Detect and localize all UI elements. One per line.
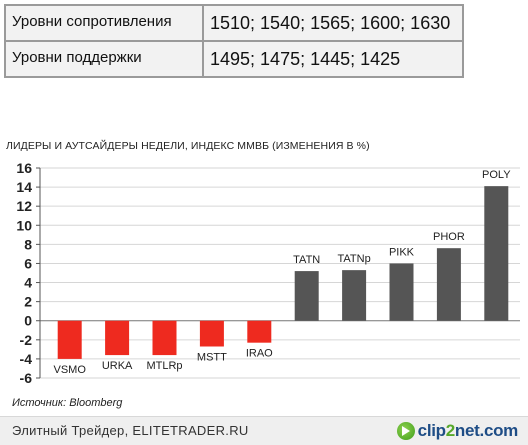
support-value: 1495; 1475; 1445; 1425 — [202, 40, 464, 78]
logo-part-a: clip — [417, 421, 446, 440]
levels-table: Уровни сопротивления 1510; 1540; 1565; 1… — [4, 4, 464, 78]
footer-bar: Элитный Трейдер, ELITETRADER.RU clip2net… — [0, 416, 528, 445]
bar — [247, 320, 272, 343]
support-row: Уровни поддержки 1495; 1475; 1445; 1425 — [4, 40, 464, 78]
y-tick-label: -2 — [20, 332, 33, 348]
y-tick-label: -6 — [20, 370, 33, 386]
clip2net-logo[interactable]: clip2net.com — [396, 420, 519, 442]
y-tick-label: 8 — [24, 236, 32, 252]
bar — [436, 248, 461, 321]
category-label: VSMO — [53, 364, 86, 376]
bar — [152, 320, 177, 356]
y-tick-label: 4 — [24, 275, 32, 291]
bar — [199, 320, 224, 347]
bar — [389, 263, 414, 321]
bar — [57, 320, 82, 359]
logo-part-b: 2 — [445, 421, 455, 440]
resistance-label: Уровни сопротивления — [4, 4, 204, 42]
bar — [105, 320, 130, 356]
bar — [294, 271, 319, 321]
category-label: TATN — [293, 254, 320, 266]
category-label: PHOR — [433, 231, 465, 243]
resistance-value: 1510; 1540; 1565; 1600; 1630 — [202, 4, 464, 42]
support-label: Уровни поддержки — [4, 40, 204, 78]
resistance-row: Уровни сопротивления 1510; 1540; 1565; 1… — [4, 4, 464, 42]
footer-text: Элитный Трейдер, ELITETRADER.RU — [12, 423, 249, 438]
chart-title: ЛИДЕРЫ И АУТСАЙДЕРЫ НЕДЕЛИ, ИНДЕКС ММВБ … — [6, 140, 370, 152]
bar — [484, 186, 509, 321]
category-label: TATNp — [337, 253, 370, 265]
bar — [342, 270, 367, 321]
logo-part-c: net.com — [454, 421, 518, 440]
logo-text: clip2net.com — [417, 421, 519, 441]
play-circle-icon — [396, 422, 415, 440]
y-tick-label: 10 — [16, 217, 32, 233]
category-label: POLY — [482, 169, 511, 181]
category-label: URKA — [102, 360, 133, 372]
source-note: Источник: Bloomberg — [12, 397, 123, 409]
y-tick-label: 16 — [16, 160, 32, 176]
category-label: PIKK — [389, 246, 415, 258]
y-tick-label: 14 — [16, 179, 32, 195]
y-tick-label: 12 — [16, 198, 32, 214]
category-label: IRAO — [246, 348, 273, 360]
y-tick-label: -4 — [20, 351, 33, 367]
y-tick-label: 0 — [24, 313, 32, 329]
category-label: MSTT — [197, 352, 227, 364]
y-tick-label: 2 — [24, 294, 32, 310]
category-label: MTLRp — [146, 360, 182, 372]
y-tick-label: 6 — [24, 255, 32, 271]
